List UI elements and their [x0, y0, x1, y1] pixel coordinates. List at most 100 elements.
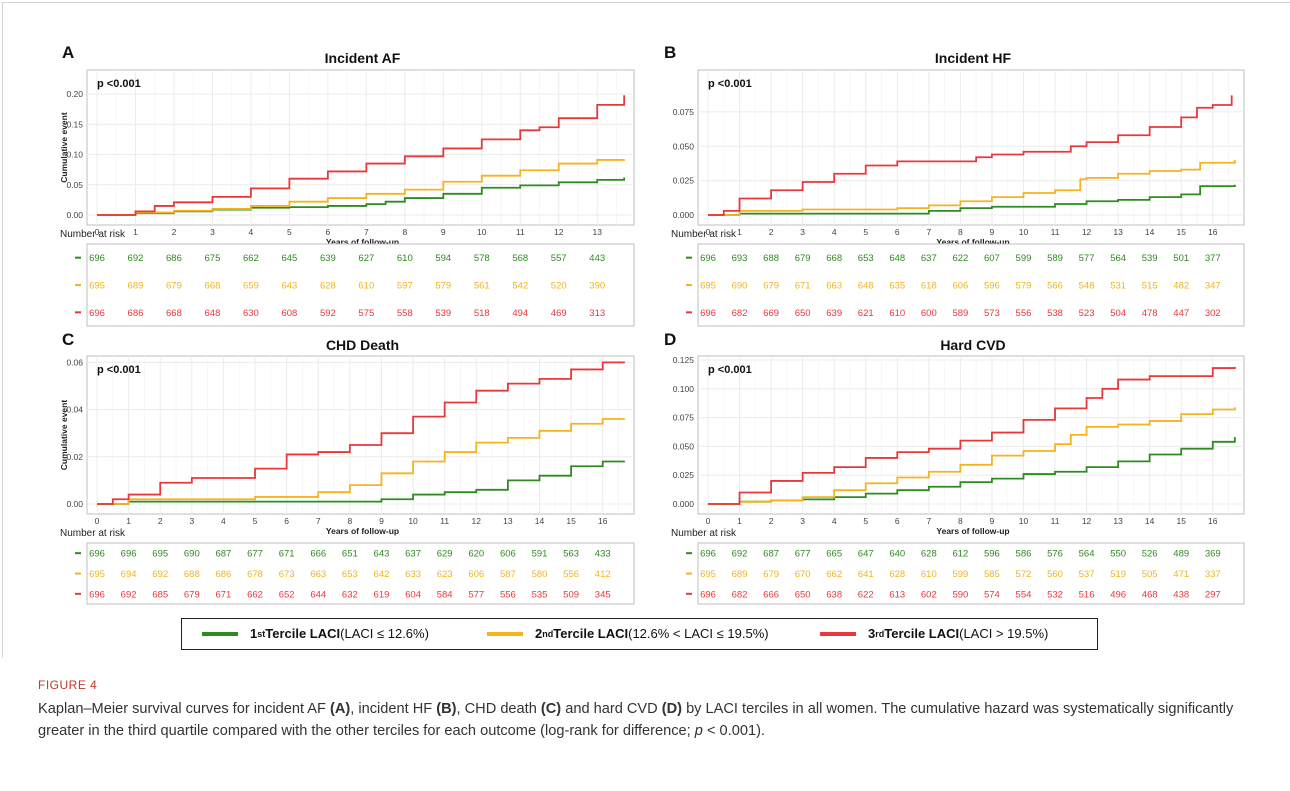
- risk-count: 590: [952, 589, 968, 600]
- risk-count: 482: [1173, 281, 1189, 292]
- risk-count: 692: [128, 253, 144, 264]
- risk-count: 604: [405, 589, 421, 600]
- x-tick-label: 1: [737, 227, 742, 237]
- figure-frame: [2, 2, 1290, 658]
- legend-ordinal-suffix: nd: [542, 628, 554, 639]
- risk-count: 443: [589, 253, 605, 264]
- x-tick-label: 0: [95, 227, 100, 237]
- risk-count: 531: [1110, 281, 1126, 292]
- risk-count: 606: [952, 281, 968, 292]
- x-tick-label: 1: [133, 227, 138, 237]
- risk-count: 561: [474, 281, 490, 292]
- risk-count: 695: [89, 281, 105, 292]
- x-tick-label: 2: [172, 227, 177, 237]
- risk-count: 695: [152, 549, 168, 560]
- risk-count: 302: [1205, 308, 1221, 319]
- risk-count: 390: [589, 281, 605, 292]
- legend-ordinal: 3: [868, 626, 876, 641]
- risk-count: 662: [243, 253, 259, 264]
- figure-label: FIGURE 4: [38, 678, 98, 692]
- risk-table-header: Number at risk: [671, 528, 737, 539]
- risk-count: 377: [1205, 253, 1221, 264]
- caption-text: , CHD death: [456, 701, 541, 717]
- risk-count: 337: [1205, 569, 1221, 580]
- figure-caption: Kaplan–Meier survival curves for inciden…: [38, 698, 1268, 742]
- p-value-label: p <0.001: [97, 364, 141, 376]
- x-tick-label: 7: [364, 227, 369, 237]
- risk-count: 645: [281, 253, 297, 264]
- risk-count: 671: [279, 549, 295, 560]
- risk-count: 606: [500, 549, 516, 560]
- x-tick-label: 10: [1019, 516, 1029, 526]
- risk-count: 587: [500, 569, 516, 580]
- risk-count: 689: [128, 281, 144, 292]
- p-value-label: p <0.001: [708, 78, 752, 90]
- risk-table-box: [86, 243, 635, 327]
- panel-letter: B: [664, 43, 676, 62]
- x-axis-label: Years of follow-up: [326, 237, 399, 247]
- x-tick-label: 10: [408, 516, 418, 526]
- y-tick-label: 0.075: [673, 107, 695, 117]
- risk-count: 560: [1047, 569, 1063, 580]
- caption-text: and hard CVD: [561, 701, 662, 717]
- risk-count: 695: [700, 569, 716, 580]
- legend-series-name: Tercile LACI: [553, 626, 629, 641]
- risk-count: 438: [1173, 589, 1189, 600]
- risk-count: 610: [921, 569, 937, 580]
- risk-count: 663: [310, 569, 326, 580]
- y-tick-label: 0.15: [66, 119, 83, 129]
- risk-count: 550: [1110, 549, 1126, 560]
- x-tick-label: 3: [189, 516, 194, 526]
- risk-count: 643: [374, 549, 390, 560]
- y-axis-label: Cumulative event: [59, 112, 69, 183]
- x-axis-label: Years of follow-up: [936, 526, 1009, 536]
- x-tick-label: 14: [1145, 227, 1155, 237]
- risk-count: 542: [512, 281, 528, 292]
- risk-count: 610: [358, 281, 374, 292]
- x-tick-label: 9: [441, 227, 446, 237]
- risk-count: 696: [89, 308, 105, 319]
- x-tick-label: 8: [347, 516, 352, 526]
- caption-ref: (B): [436, 701, 457, 717]
- risk-count: 620: [468, 549, 484, 560]
- risk-count: 501: [1173, 253, 1189, 264]
- risk-count: 623: [437, 569, 453, 580]
- risk-count: 554: [1016, 589, 1032, 600]
- risk-count: 630: [243, 308, 259, 319]
- panel-title: Incident HF: [935, 50, 1012, 66]
- risk-count: 563: [563, 549, 579, 560]
- risk-count: 599: [952, 569, 968, 580]
- risk-count: 622: [952, 253, 968, 264]
- risk-count: 297: [1205, 589, 1221, 600]
- y-tick-label: 0.05: [66, 180, 83, 190]
- y-tick-label: 0.10: [66, 150, 83, 160]
- risk-count: 653: [858, 253, 874, 264]
- km-curve-tercile3: [97, 361, 625, 505]
- p-value-label: p <0.001: [97, 78, 141, 90]
- legend-range: (LACI > 19.5%): [959, 626, 1049, 641]
- x-tick-label: 12: [1082, 516, 1092, 526]
- x-tick-label: 12: [472, 516, 482, 526]
- risk-count: 532: [1047, 589, 1063, 600]
- figure-panels: A Incident AF0.000.050.100.150.200 1 2 3 4 5 6 7…: [59, 43, 1245, 605]
- risk-count: 644: [310, 589, 326, 600]
- x-tick-label: 8: [402, 227, 407, 237]
- caption-text: Kaplan–Meier survival curves for inciden…: [38, 701, 331, 717]
- panel-letter: A: [62, 43, 74, 62]
- risk-count: 584: [437, 589, 453, 600]
- risk-count: 648: [889, 253, 905, 264]
- risk-count: 516: [1079, 589, 1095, 600]
- risk-count: 679: [763, 281, 779, 292]
- y-tick-label: 0.000: [673, 210, 695, 220]
- risk-count: 612: [952, 549, 968, 560]
- risk-count: 669: [763, 308, 779, 319]
- km-curve-tercile1: [708, 184, 1236, 216]
- risk-count: 412: [595, 569, 611, 580]
- risk-count: 635: [889, 281, 905, 292]
- risk-table-header: Number at risk: [60, 528, 126, 539]
- risk-count: 682: [732, 308, 748, 319]
- risk-count: 696: [700, 549, 716, 560]
- risk-count: 433: [595, 549, 611, 560]
- risk-count: 687: [763, 549, 779, 560]
